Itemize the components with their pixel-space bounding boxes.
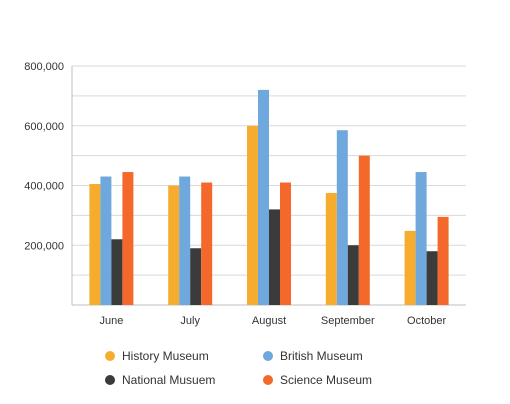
- bar: [190, 248, 202, 305]
- bar: [168, 185, 180, 305]
- x-category-label: August: [252, 315, 286, 327]
- x-category-label: June: [99, 315, 123, 327]
- legend: History Museum British Museum National Mus…: [105, 349, 372, 387]
- bar: [426, 251, 438, 305]
- bar: [100, 176, 112, 305]
- y-tick-label: 200,000: [24, 240, 64, 252]
- bar: [122, 172, 134, 305]
- y-tick-label: 800,000: [24, 61, 64, 73]
- bar: [179, 176, 191, 305]
- y-tick-label: 600,000: [24, 121, 64, 133]
- bar: [269, 209, 280, 305]
- bars: [89, 89, 449, 306]
- x-category-label: September: [321, 315, 375, 327]
- bar: [258, 89, 269, 306]
- bar: [325, 192, 337, 305]
- y-axis-ticks: 200,000 400,000 600,000 800,000: [24, 61, 64, 252]
- bar: [404, 230, 416, 305]
- legend-marker: [105, 375, 115, 385]
- bar: [347, 245, 359, 305]
- bar: [111, 239, 123, 305]
- bar: [89, 184, 101, 305]
- legend-marker: [105, 351, 115, 361]
- legend-marker: [263, 375, 273, 385]
- legend-label: British Museum: [280, 349, 363, 363]
- bar: [247, 125, 258, 305]
- bar: [358, 155, 370, 305]
- bar: [437, 216, 449, 305]
- x-category-label: October: [407, 315, 446, 327]
- bar: [280, 182, 291, 305]
- legend-label: National Musuem: [122, 373, 215, 387]
- bar: [201, 182, 213, 305]
- bar: [415, 172, 427, 305]
- legend-marker: [263, 351, 273, 361]
- x-axis-categories: June July August September October: [99, 315, 446, 327]
- bar: [336, 130, 348, 305]
- legend-label: Science Museum: [280, 373, 372, 387]
- y-tick-label: 400,000: [24, 181, 64, 193]
- legend-label: History Museum: [122, 349, 209, 363]
- x-category-label: July: [180, 315, 200, 327]
